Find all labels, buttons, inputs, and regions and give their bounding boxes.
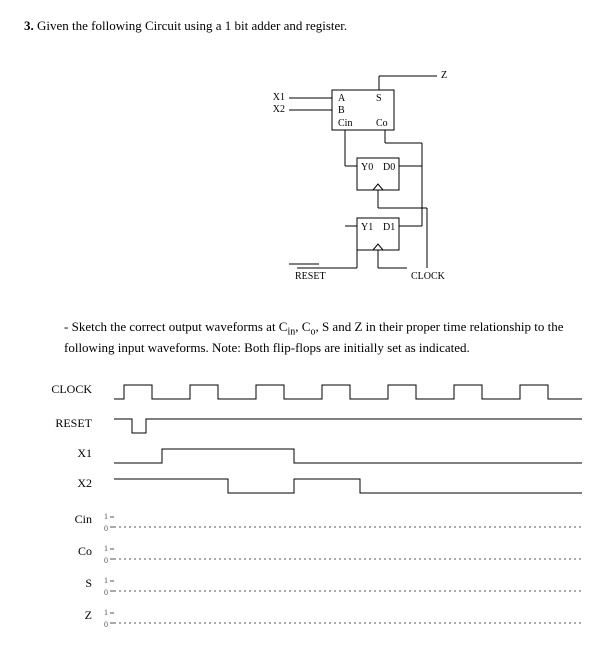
question-line: 3. Given the following Circuit using a 1… (24, 18, 590, 34)
svg-text:RESET: RESET (55, 416, 92, 430)
label-cin: Cin (338, 118, 352, 129)
instr-t2: , C (295, 319, 310, 334)
label-x1: X1 (273, 92, 285, 103)
label-x2: X2 (273, 104, 285, 115)
svg-text:0: 0 (104, 588, 108, 597)
label-clock: CLOCK (411, 271, 446, 282)
svg-text:X1: X1 (77, 446, 92, 460)
circuit-diagram: X1 X2 A B S Cin Co Y0 D0 Y1 D1 RESET CLO… (27, 58, 587, 298)
waveform-svg: CLOCK RESET X1 X2 Cin 1 0 Co 1 0 S 1 0 Z 1 0 (34, 375, 594, 635)
question-text: Given the following Circuit using a 1 bi… (37, 18, 347, 33)
label-a: A (338, 93, 346, 104)
svg-text:Co: Co (78, 544, 92, 558)
sub-instruction: - Sketch the correct output waveforms at… (64, 318, 570, 357)
svg-text:1: 1 (104, 544, 108, 553)
waveform-area: CLOCK RESET X1 X2 Cin 1 0 Co 1 0 S 1 0 Z 1 0 (34, 375, 594, 635)
svg-text:0: 0 (104, 556, 108, 565)
label-d1: D1 (383, 222, 395, 233)
svg-text:0: 0 (104, 524, 108, 533)
svg-text:1: 1 (104, 512, 108, 521)
svg-text:S: S (85, 576, 92, 590)
svg-text:CLOCK: CLOCK (51, 382, 92, 396)
svg-text:1: 1 (104, 576, 108, 585)
question-number: 3. (24, 18, 34, 33)
circuit-svg: X1 X2 A B S Cin Co Y0 D0 Y1 D1 RESET CLO… (27, 58, 587, 298)
label-y0: Y0 (361, 162, 373, 173)
label-y1: Y1 (361, 222, 373, 233)
svg-text:Cin: Cin (75, 512, 92, 526)
label-d0: D0 (383, 162, 395, 173)
svg-text:0: 0 (104, 620, 108, 629)
instr-t1: Sketch the correct output waveforms at C (72, 319, 288, 334)
label-b: B (338, 105, 345, 116)
svg-text:1: 1 (104, 608, 108, 617)
label-s: S (376, 93, 382, 104)
svg-text:Z: Z (85, 608, 92, 622)
label-reset: RESET (295, 271, 326, 282)
dash: - (64, 319, 68, 334)
label-z: Z (441, 70, 447, 81)
label-co: Co (376, 118, 388, 129)
svg-text:X2: X2 (77, 476, 92, 490)
